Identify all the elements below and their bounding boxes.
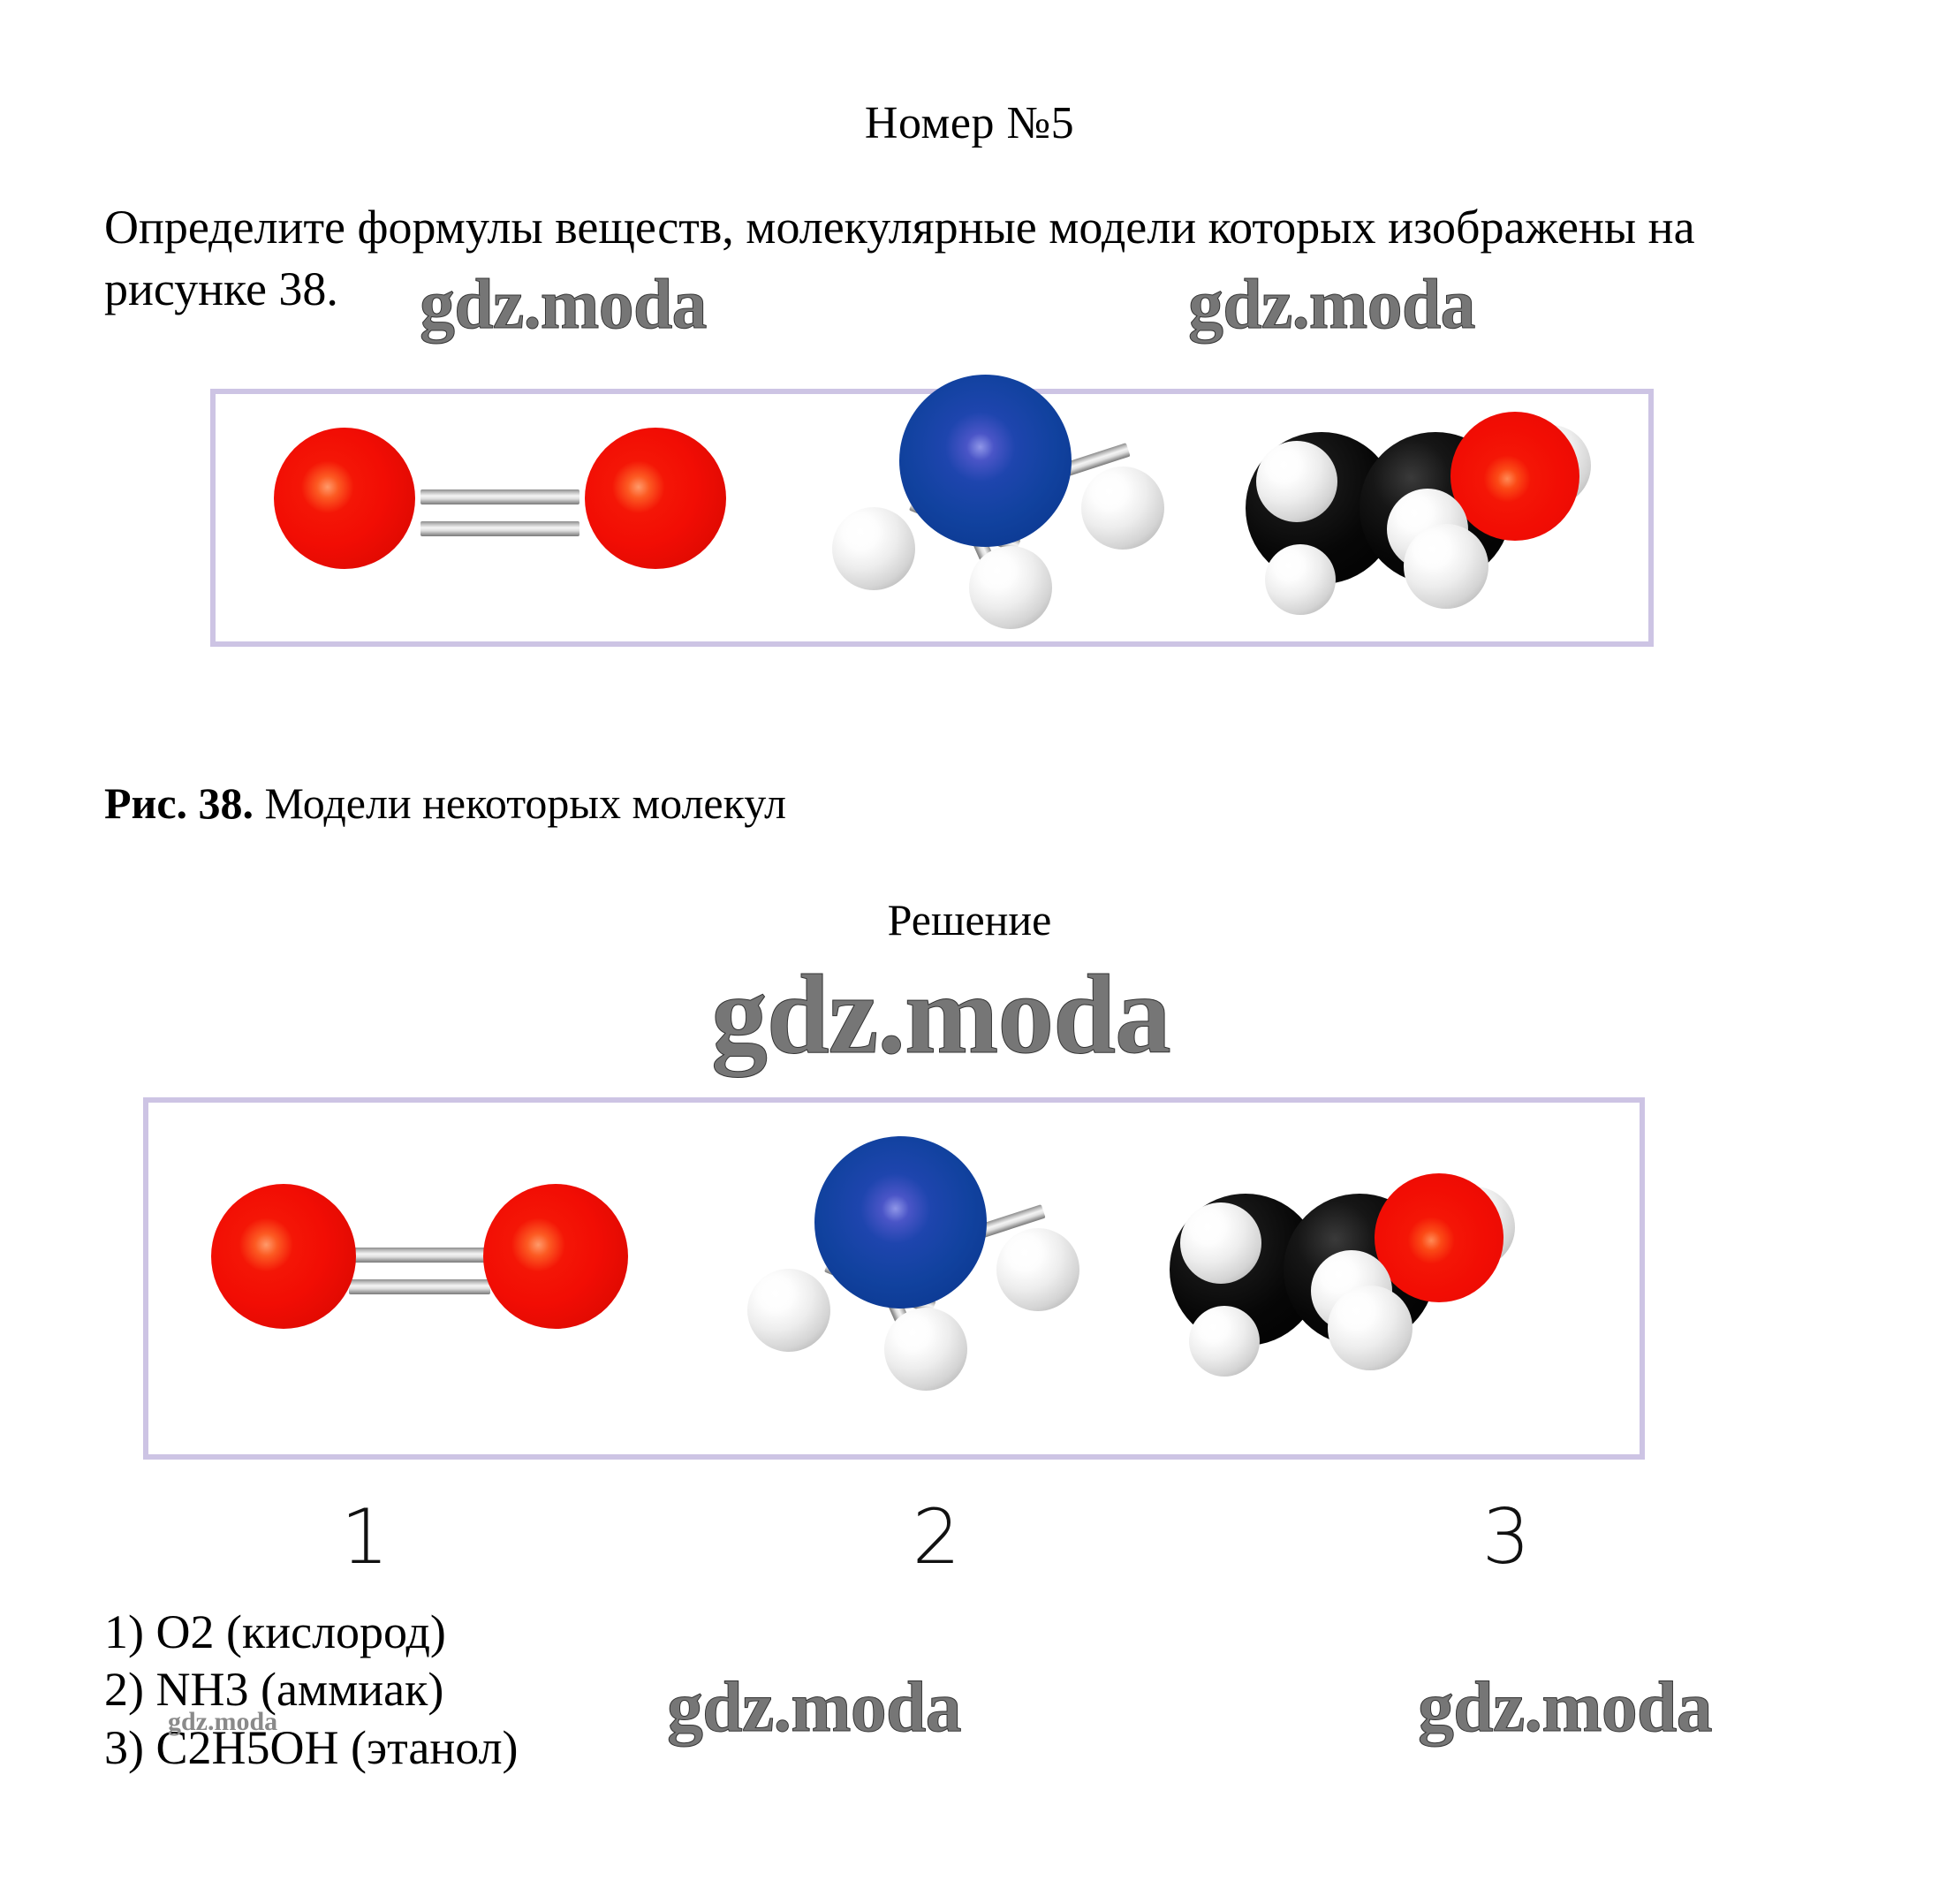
atom-hydrogen-c1-top [1256,441,1337,522]
answer-item-3: 3) C2H5OH (этанол) [104,1720,519,1774]
watermark-inline-small: gdz.moda [168,1707,278,1736]
answer-item-2: 2) NH3 (аммиак) [104,1663,444,1717]
figure-2-label-2: 2 [912,1493,961,1582]
atom-oxygen-hydroxyl [1450,412,1579,541]
atom-hydrogen-left-2 [747,1269,830,1352]
figure-caption-label: Рис. 38. [104,778,254,828]
figure-caption-text: Модели некоторых молекул [254,778,786,828]
watermark-bottom-right: gdz.moda [1418,1666,1714,1748]
atom-nitrogen [899,375,1072,547]
figure-1-box [210,375,1654,647]
atom-hydrogen-bottom-2 [884,1308,967,1391]
watermark-top-left: gdz.moda [420,266,708,345]
figure-2-label-3: 3 [1481,1493,1531,1582]
molecule-o2-figure2 [126,1120,628,1447]
bond-o-o-upper [420,489,579,504]
atom-hydrogen-c2-bottom [1404,524,1488,609]
watermark-top-right: gdz.moda [1188,266,1477,345]
answers-list: 1) O2 (кислород) 2) NH3 (аммиак) 3) C2H5… [104,1604,519,1777]
molecule-nh3-figure2 [661,1094,1155,1465]
molecule-nh3-figure1 [746,332,1240,703]
answer-item-1: 1) O2 (кислород) [104,1605,446,1658]
atom-hydrogen-c1-bottom-2 [1189,1306,1260,1377]
atom-hydrogen-c1-top-2 [1180,1202,1261,1284]
solution-heading: Решение [887,895,1052,944]
atom-oxygen-left [274,428,415,569]
watermark-bottom-left: gdz.moda [667,1666,963,1748]
atom-hydrogen-c1-bottom [1265,544,1336,615]
atom-oxygen-right [585,428,726,569]
figure-2-label-1: 1 [340,1493,390,1582]
atom-nitrogen-2 [814,1136,987,1309]
atom-oxygen-right-2 [483,1184,628,1329]
figure-caption: Рис. 38. Модели некоторых молекул [104,778,786,829]
bond-o-o-upper-2 [349,1248,490,1263]
molecule-ethanol-figure2 [1147,1089,1562,1443]
atom-oxygen-hydroxyl-2 [1375,1173,1503,1302]
atom-hydrogen-c2-bottom-2 [1328,1286,1413,1370]
atom-hydrogen-right-2 [996,1228,1079,1311]
watermark-center-large: gdz.moda [711,950,1172,1080]
bond-o-o-lower-2 [349,1279,490,1294]
atom-hydrogen-left [832,507,915,590]
atom-hydrogen-bottom [969,546,1052,629]
atom-oxygen-left-2 [211,1184,356,1329]
atom-hydrogen-right [1081,467,1164,550]
molecule-ethanol-figure1 [1223,328,1638,681]
figure-2-box [143,1097,1645,1460]
bond-o-o-lower [420,521,579,536]
question-prompt: Определите формулы веществ, молекулярные… [104,201,1695,316]
molecule-o2-figure1 [189,359,726,686]
page-title: Номер №5 [864,98,1075,148]
